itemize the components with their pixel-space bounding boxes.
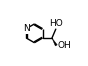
- Text: N: N: [23, 24, 30, 33]
- Text: OH: OH: [58, 41, 71, 50]
- Text: HO: HO: [49, 19, 63, 28]
- Polygon shape: [52, 38, 57, 46]
